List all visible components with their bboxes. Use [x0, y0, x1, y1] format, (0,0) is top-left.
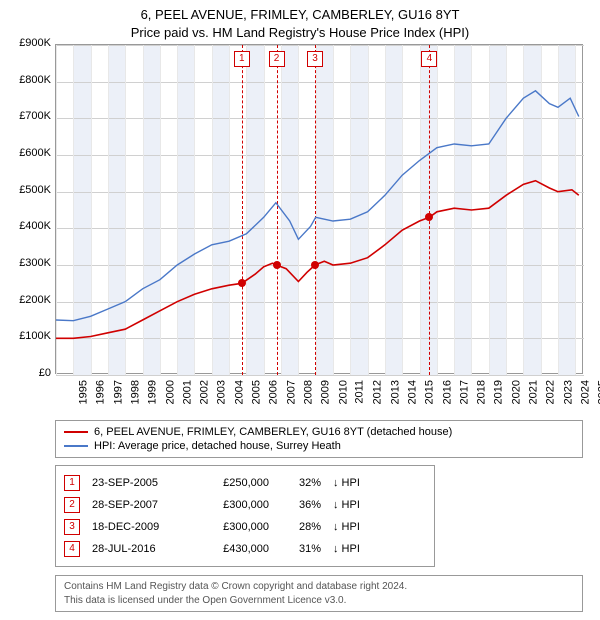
sales-row-pct: 28%	[281, 521, 321, 533]
ytick-label: £700K	[7, 110, 51, 122]
series-svg	[56, 45, 584, 375]
legend-swatch	[64, 445, 88, 447]
sales-row: 4 28-JUL-2016 £430,000 31% ↓ HPI	[64, 538, 426, 560]
xtick-label: 2011	[354, 380, 366, 404]
xtick-label: 2005	[251, 380, 263, 404]
sales-row-badge: 1	[64, 475, 80, 491]
xtick-label: 1999	[147, 380, 159, 404]
legend-label: HPI: Average price, detached house, Surr…	[94, 440, 341, 452]
chart-title-block: 6, PEEL AVENUE, FRIMLEY, CAMBERLEY, GU16…	[0, 0, 600, 42]
xtick-label: 1995	[77, 380, 89, 404]
sales-row: 2 28-SEP-2007 £300,000 36% ↓ HPI	[64, 494, 426, 516]
footer-line-1: Contains HM Land Registry data © Crown c…	[64, 580, 574, 594]
legend-swatch	[64, 431, 88, 433]
sales-row-price: £250,000	[199, 477, 269, 489]
xtick-label: 2004	[233, 380, 245, 404]
ytick-label: £200K	[7, 294, 51, 306]
xtick-label: 2009	[320, 380, 332, 404]
sales-row-date: 28-JUL-2016	[92, 543, 187, 555]
xtick-label: 2017	[458, 380, 470, 404]
ytick-label: £400K	[7, 220, 51, 232]
sales-table: 1 23-SEP-2005 £250,000 32% ↓ HPI 2 28-SEP-2007…	[55, 465, 435, 567]
xtick-label: 2013	[389, 380, 401, 404]
xtick-label: 1997	[112, 380, 124, 404]
series-hpi	[56, 91, 579, 321]
xtick-label: 2010	[337, 380, 349, 404]
sales-row-pct: 31%	[281, 543, 321, 555]
legend: 6, PEEL AVENUE, FRIMLEY, CAMBERLEY, GU16…	[55, 420, 583, 458]
gridline-h	[56, 375, 584, 376]
xtick-label: 2003	[216, 380, 228, 404]
sales-row-date: 23-SEP-2005	[92, 477, 187, 489]
title-line-1: 6, PEEL AVENUE, FRIMLEY, CAMBERLEY, GU16…	[0, 6, 600, 24]
legend-row: 6, PEEL AVENUE, FRIMLEY, CAMBERLEY, GU16…	[64, 425, 574, 439]
sales-row-price: £430,000	[199, 543, 269, 555]
sales-row-pct: 32%	[281, 477, 321, 489]
sales-row-pct: 36%	[281, 499, 321, 511]
xtick-label: 2008	[303, 380, 315, 404]
xtick-label: 2006	[268, 380, 280, 404]
sales-row-direction: ↓ HPI	[333, 543, 375, 555]
sales-row: 1 23-SEP-2005 £250,000 32% ↓ HPI	[64, 472, 426, 494]
ytick-label: £0	[7, 367, 51, 379]
sales-row-price: £300,000	[199, 499, 269, 511]
sales-row-badge: 2	[64, 497, 80, 513]
xtick-label: 2001	[181, 380, 193, 404]
footer-line-2: This data is licensed under the Open Gov…	[64, 594, 574, 608]
footer-attribution: Contains HM Land Registry data © Crown c…	[55, 575, 583, 612]
xtick-label: 2021	[528, 380, 540, 404]
sales-row-badge: 4	[64, 541, 80, 557]
xtick-label: 2007	[285, 380, 297, 404]
ytick-label: £800K	[7, 74, 51, 86]
xtick-label: 2000	[164, 380, 176, 404]
sales-row-direction: ↓ HPI	[333, 521, 375, 533]
ytick-label: £900K	[7, 37, 51, 49]
xtick-label: 2002	[199, 380, 211, 404]
sales-row-date: 28-SEP-2007	[92, 499, 187, 511]
ytick-label: £500K	[7, 184, 51, 196]
xtick-label: 2016	[441, 380, 453, 404]
xtick-label: 2022	[545, 380, 557, 404]
ytick-label: £100K	[7, 330, 51, 342]
legend-row: HPI: Average price, detached house, Surr…	[64, 439, 574, 453]
plot-area: 1234	[55, 44, 583, 374]
xtick-label: 2020	[510, 380, 522, 404]
title-line-2: Price paid vs. HM Land Registry's House …	[0, 24, 600, 42]
sales-row-direction: ↓ HPI	[333, 499, 375, 511]
series-price_paid	[56, 181, 579, 339]
legend-label: 6, PEEL AVENUE, FRIMLEY, CAMBERLEY, GU16…	[94, 426, 452, 438]
sales-row: 3 18-DEC-2009 £300,000 28% ↓ HPI	[64, 516, 426, 538]
xtick-label: 2018	[476, 380, 488, 404]
xtick-label: 2014	[406, 380, 418, 404]
sales-row-price: £300,000	[199, 521, 269, 533]
sales-row-date: 18-DEC-2009	[92, 521, 187, 533]
xtick-label: 2024	[580, 380, 592, 404]
sales-row-direction: ↓ HPI	[333, 477, 375, 489]
xtick-label: 2019	[493, 380, 505, 404]
xtick-label: 1998	[129, 380, 141, 404]
xtick-label: 1996	[95, 380, 107, 404]
xtick-label: 2023	[562, 380, 574, 404]
sales-row-badge: 3	[64, 519, 80, 535]
ytick-label: £600K	[7, 147, 51, 159]
xtick-label: 2015	[424, 380, 436, 404]
ytick-label: £300K	[7, 257, 51, 269]
xtick-label: 2012	[372, 380, 384, 404]
